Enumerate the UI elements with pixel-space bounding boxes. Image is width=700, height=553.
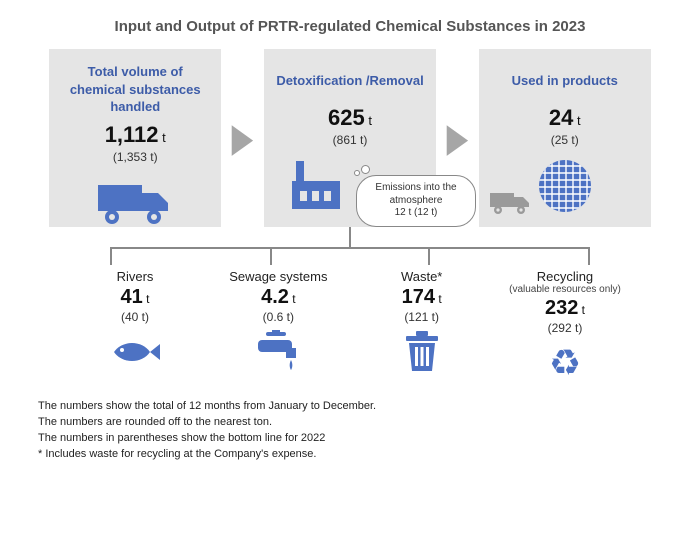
note-line: The numbers in parentheses show the bott…	[38, 431, 670, 447]
bot-value: 4.2 t	[213, 286, 343, 309]
trash-icon	[357, 330, 487, 374]
note-line: The numbers show the total of 12 months …	[38, 399, 670, 415]
bot-label: Recycling	[500, 269, 630, 284]
box-prev: (861 t)	[274, 133, 426, 147]
note-line: * Includes waste for recycling at the Co…	[38, 447, 670, 463]
emissions-cloud: Emissions into the atmosphere 12 t (12 t…	[356, 175, 476, 227]
bot-label: Waste*	[357, 269, 487, 284]
fish-icon	[70, 330, 200, 374]
faucet-icon	[213, 330, 343, 374]
arrow-icon: ▶	[447, 118, 469, 158]
top-row: Total volume of chemical substances hand…	[30, 49, 670, 227]
bot-prev: (292 t)	[500, 321, 630, 335]
item-waste: Waste* 174 t (121 t)	[357, 269, 487, 385]
box-heading: Total volume of chemical substances hand…	[59, 63, 211, 116]
box-prev: (25 t)	[489, 133, 641, 147]
bot-value: 174 t	[357, 286, 487, 309]
box-used-in-products: Used in products 24 t (25 t)	[479, 49, 651, 227]
bot-prev: (0.6 t)	[213, 310, 343, 324]
mini-truck-icon	[489, 190, 533, 221]
bot-prev: (121 t)	[357, 310, 487, 324]
item-rivers: Rivers 41 t (40 t)	[70, 269, 200, 385]
connector	[70, 227, 630, 269]
bot-label: Sewage systems	[213, 269, 343, 284]
note-line: The numbers are rounded off to the neare…	[38, 415, 670, 431]
recycle-icon: ♻	[500, 341, 630, 385]
page-title: Input and Output of PRTR-regulated Chemi…	[30, 18, 670, 35]
bot-label: Rivers	[70, 269, 200, 284]
bot-value: 41 t	[70, 286, 200, 309]
box-value: 625 t	[274, 105, 426, 131]
box-value: 1,112 t	[59, 122, 211, 148]
emissions-value: 12 t (12 t)	[363, 207, 469, 220]
bot-sublabel: (valuable resources only)	[500, 284, 630, 295]
box-heading: Detoxification /Removal	[274, 63, 426, 99]
truck-icon	[59, 172, 211, 234]
footnotes: The numbers show the total of 12 months …	[30, 399, 670, 463]
box-heading: Used in products	[489, 63, 641, 99]
box-value: 24 t	[489, 105, 641, 131]
bot-prev: (40 t)	[70, 310, 200, 324]
emissions-label: Emissions into the atmosphere	[363, 182, 469, 207]
item-sewage: Sewage systems 4.2 t (0.6 t)	[213, 269, 343, 385]
bottom-row: Rivers 41 t (40 t) Sewage systems 4.2 t …	[70, 269, 630, 385]
box-total-volume: Total volume of chemical substances hand…	[49, 49, 221, 227]
arrow-icon: ▶	[232, 118, 254, 158]
box-prev: (1,353 t)	[59, 150, 211, 164]
item-recycling: Recycling (valuable resources only) 232 …	[500, 269, 630, 385]
bot-value: 232 t	[500, 297, 630, 320]
